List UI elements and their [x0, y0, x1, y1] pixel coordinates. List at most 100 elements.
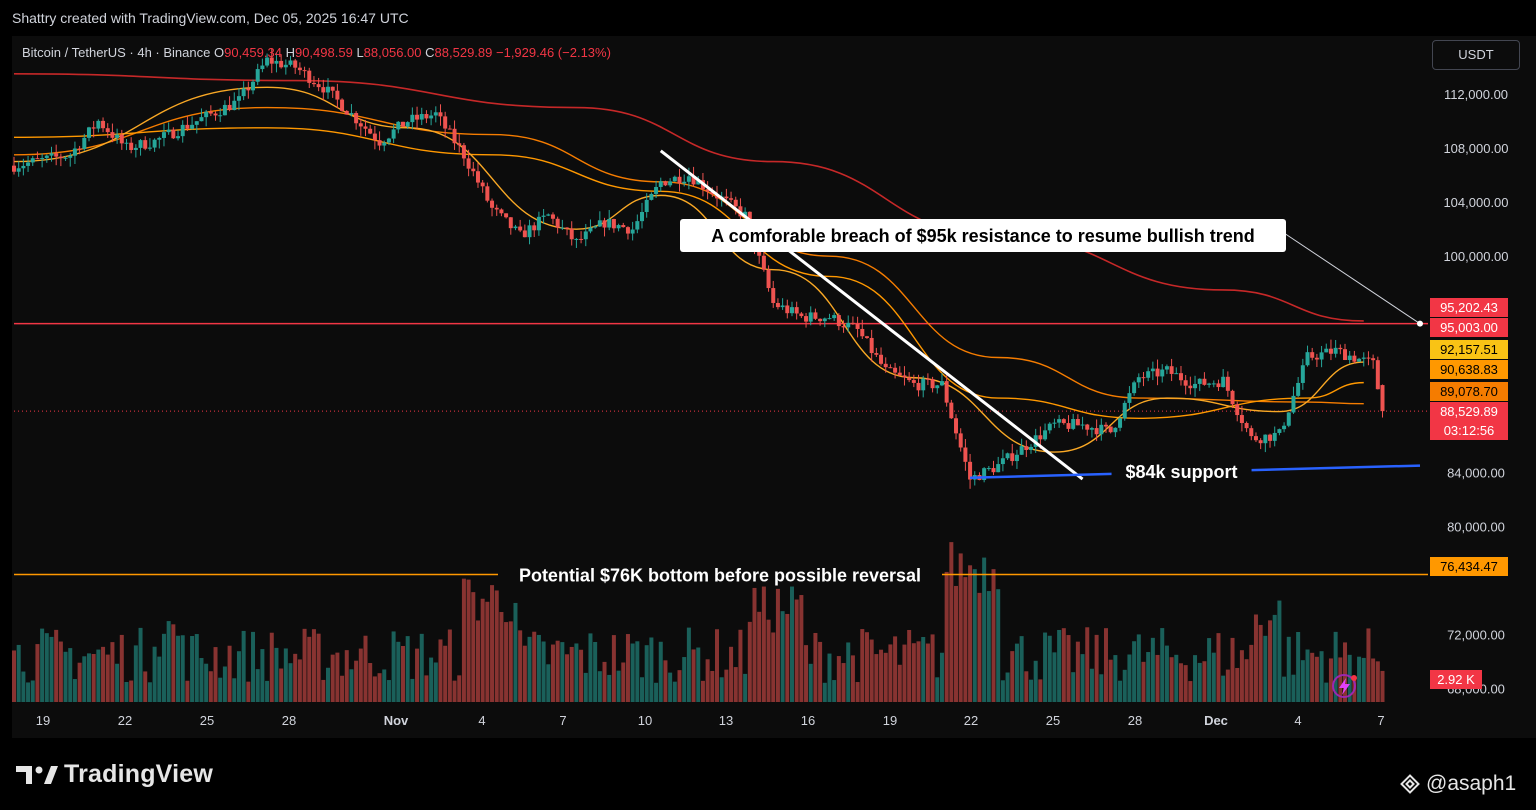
descending-trendline[interactable] [659, 149, 1084, 481]
volume-bar [597, 671, 602, 702]
volume-bar [785, 613, 790, 702]
candle-body [616, 225, 621, 229]
volume-bar [1066, 635, 1071, 702]
candle-body [536, 216, 541, 231]
candle-body [532, 225, 537, 231]
price-axis-label-bg [1430, 318, 1508, 337]
volume-bar [1258, 624, 1263, 702]
candle-body [775, 302, 780, 308]
candle-body [583, 231, 588, 240]
volume-bar [1127, 654, 1132, 702]
volume-bar [49, 636, 54, 702]
candle-body [893, 367, 898, 373]
volume-bar [1019, 636, 1024, 702]
candle-body [499, 209, 504, 214]
volume-bar [893, 636, 898, 702]
candle-body [119, 134, 124, 144]
chart-panel[interactable] [12, 36, 1536, 738]
currency-button[interactable]: USDT [1432, 40, 1520, 70]
callout-box[interactable] [680, 219, 1286, 252]
candle-body [171, 129, 176, 139]
candle-body [733, 199, 738, 207]
volume-bar [1319, 651, 1324, 702]
candle-body [1160, 369, 1165, 377]
volume-bar [569, 646, 574, 702]
candle-body [705, 189, 710, 192]
volume-bar [508, 621, 513, 702]
volume-bar [518, 630, 523, 702]
volume-bar [143, 671, 148, 702]
price-axis-label-bg [1430, 360, 1508, 379]
volume-bar [480, 598, 485, 702]
volume-bar [1146, 652, 1151, 702]
candle-body [1277, 429, 1282, 433]
volume-bar [499, 612, 504, 702]
candle-body [1328, 348, 1333, 354]
volume-bar [35, 644, 40, 702]
candle-body [710, 191, 715, 195]
candle-body [625, 227, 630, 234]
open-value: 90,459.34 [224, 45, 282, 60]
candle-body [897, 372, 902, 376]
volume-bar [860, 629, 865, 702]
volume-bar [607, 674, 612, 702]
volume-bar [1052, 652, 1057, 702]
candle-body [199, 117, 204, 122]
volume-bar [157, 656, 162, 702]
volume-bar [475, 620, 480, 702]
candle-body [916, 382, 921, 391]
lightning-icon[interactable] [1332, 674, 1356, 698]
candle-body [255, 69, 260, 82]
volume-bar [260, 649, 265, 702]
volume-bar [269, 632, 274, 702]
candle-body [602, 220, 607, 228]
candle-body [232, 100, 237, 111]
volume-bar [340, 675, 345, 702]
x-axis-tick-label: 25 [1046, 713, 1060, 728]
candle-body [527, 225, 532, 238]
candle-body [335, 90, 340, 100]
candle-body [410, 114, 415, 123]
volume-bar [588, 633, 593, 702]
candle-body [513, 226, 518, 229]
volume-bar [991, 569, 996, 702]
candle-body [180, 124, 185, 137]
volume-bar [1296, 631, 1301, 702]
x-axis-tick-label: 19 [36, 713, 50, 728]
candle-body [640, 212, 645, 222]
candle-body [1230, 390, 1235, 405]
x-axis-tick-label: 10 [638, 713, 652, 728]
candle-body [251, 81, 256, 91]
candle-body [757, 248, 762, 256]
volume-bar [82, 656, 87, 702]
candle-body [841, 326, 846, 328]
candle-body [400, 121, 405, 127]
volume-bar [1305, 649, 1310, 702]
x-axis-tick-label: 7 [1377, 713, 1384, 728]
candle-body [213, 113, 218, 116]
candle-body [958, 433, 963, 448]
volume-bar [555, 640, 560, 702]
candle-body [574, 238, 579, 240]
candle-body [105, 128, 110, 133]
candle-body [222, 104, 227, 116]
candle-body [607, 219, 612, 228]
volume-bar [1174, 654, 1179, 702]
candle-body [283, 64, 288, 68]
candle-body [855, 323, 860, 329]
volume-bar [232, 678, 237, 702]
volume-bar [321, 679, 326, 702]
tradingview-logo[interactable]: TradingView [16, 760, 213, 789]
volume-bar [424, 675, 429, 702]
volume-bar [490, 585, 495, 702]
candle-body [888, 367, 893, 369]
candle-body [504, 213, 509, 218]
volume-bar [686, 627, 691, 702]
volume-bar [879, 649, 884, 702]
candle-body [1113, 427, 1118, 433]
symbol-name[interactable]: Bitcoin / TetherUS · 4h · Binance [22, 45, 211, 60]
binance-diamond-icon [1400, 774, 1420, 794]
candle-body [1193, 383, 1198, 389]
candle-body [1075, 419, 1080, 426]
